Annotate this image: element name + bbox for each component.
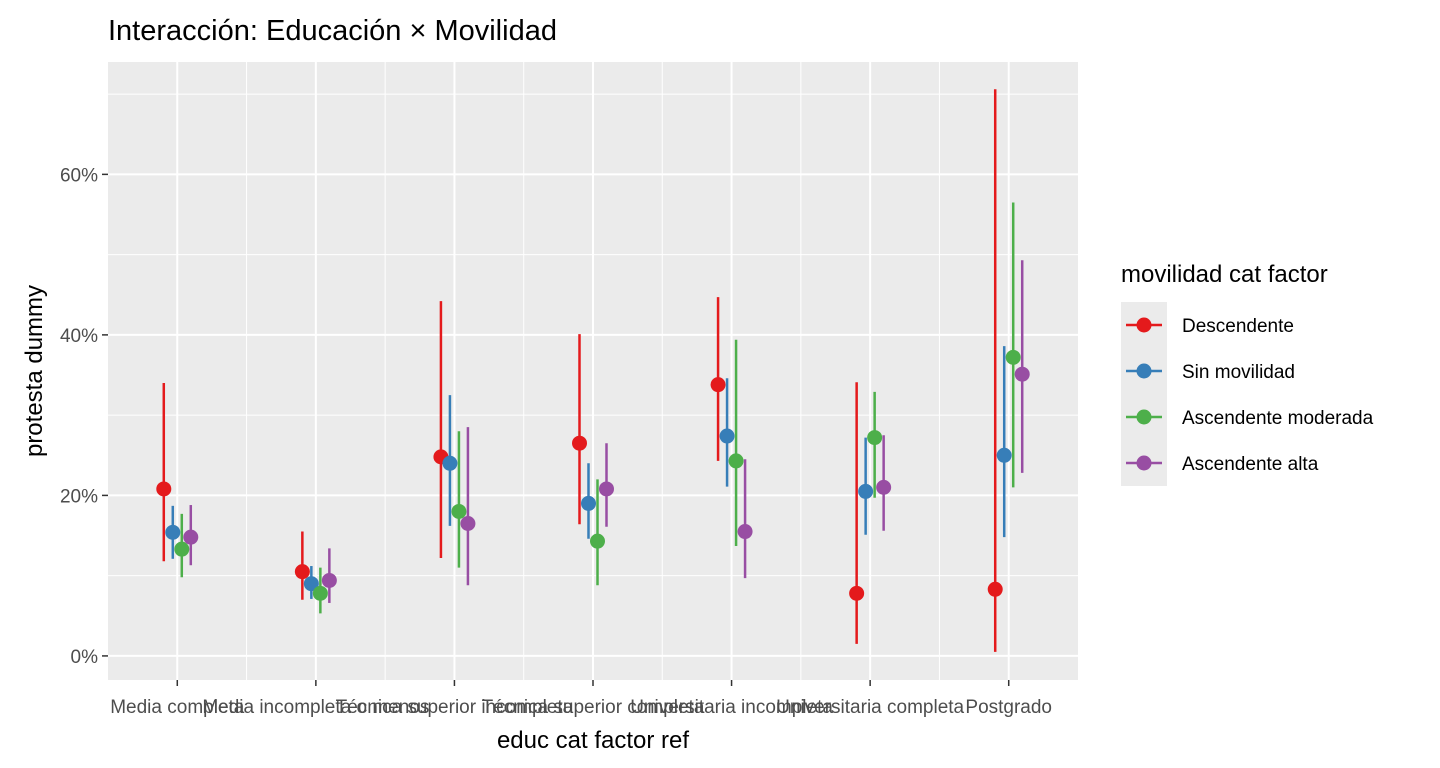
legend-title: movilidad cat factor	[1121, 261, 1328, 288]
legend-label: Sin movilidad	[1182, 362, 1295, 383]
data-layer	[156, 89, 1030, 652]
grid-lines	[108, 62, 1078, 680]
data-point	[876, 479, 892, 495]
legend-key-point	[1136, 455, 1152, 471]
data-point	[719, 428, 735, 444]
data-point	[165, 524, 181, 540]
y-tick-label: 60%	[60, 165, 98, 186]
data-point	[183, 529, 199, 545]
y-tick-label: 20%	[60, 486, 98, 507]
y-tick-label: 0%	[71, 647, 99, 668]
x-tick-label: Universitaria completa	[776, 697, 964, 718]
x-tick-label: Técnica superior incompleta	[336, 697, 574, 718]
data-point	[728, 453, 744, 469]
legend-key-point	[1136, 409, 1152, 425]
data-point	[312, 585, 328, 601]
data-point	[867, 430, 883, 446]
legend: movilidad cat factor Descendente Sin movi…	[1121, 261, 1374, 486]
legend-items: Descendente Sin movilidad Ascendente moder…	[1126, 316, 1374, 475]
data-point	[581, 495, 596, 511]
data-point	[451, 503, 467, 519]
data-point	[737, 524, 753, 540]
y-tick-label: 40%	[60, 326, 98, 347]
data-point	[294, 564, 310, 580]
legend-label: Ascendente moderada	[1182, 408, 1374, 429]
data-point	[572, 435, 587, 451]
data-point	[996, 447, 1012, 463]
data-point	[849, 585, 865, 601]
data-point	[1014, 366, 1030, 382]
x-tick-label: Universitaria incompleta	[630, 697, 833, 718]
data-point	[156, 481, 172, 497]
chart-title: Interacción: Educación × Movilidad	[108, 15, 557, 47]
x-tick-label: Media incompleta o menos	[202, 697, 429, 718]
data-point	[321, 572, 337, 588]
x-tick-label: Postgrado	[965, 697, 1052, 718]
legend-key-point	[1136, 363, 1152, 379]
x-axis-title: educ cat factor ref	[497, 727, 689, 754]
x-tick-label: Técnica superior completa	[482, 697, 705, 718]
data-point	[987, 581, 1003, 597]
legend-label: Ascendente alta	[1182, 454, 1319, 475]
data-point	[442, 455, 458, 471]
data-point	[460, 515, 476, 531]
data-point	[710, 377, 726, 393]
data-point	[590, 533, 605, 549]
legend-key-background	[1121, 302, 1167, 486]
legend-label: Descendente	[1182, 316, 1294, 337]
data-point	[303, 576, 319, 592]
y-axis-title: protesta dummy	[21, 285, 48, 457]
data-point	[599, 481, 614, 497]
data-point	[858, 483, 874, 499]
data-point	[1005, 349, 1021, 365]
legend-key-point	[1136, 317, 1152, 333]
y-axis: 0% 20% 40% 60%	[60, 165, 108, 668]
x-tick-label: Media completa	[110, 697, 245, 718]
data-point	[174, 541, 190, 557]
